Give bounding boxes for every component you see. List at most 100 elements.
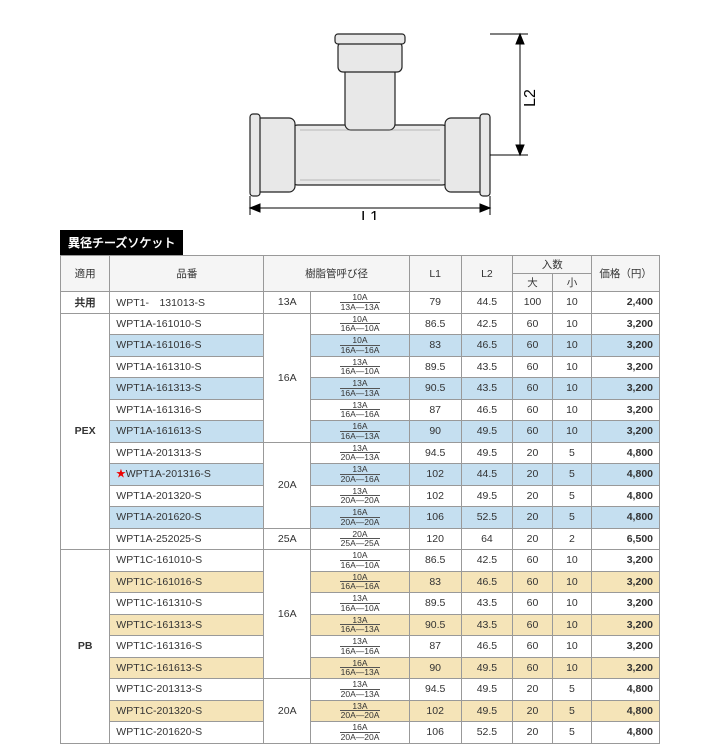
pipe-spec: 13A16A—13A <box>311 378 410 400</box>
cell-l2: 49.5 <box>461 657 513 679</box>
cell-l2: 49.5 <box>461 421 513 443</box>
pipe-spec: 13A16A—13A <box>311 614 410 636</box>
table-row: WPT1A-201620-S 16A20A—20A10652.52054,800 <box>61 507 660 529</box>
cell-l1: 90.5 <box>409 614 461 636</box>
pipe-spec: 20A25A—25A <box>311 528 410 550</box>
cell-q2: 10 <box>552 657 591 679</box>
l2-label: L2 <box>522 89 539 107</box>
cell-q1: 20 <box>513 528 552 550</box>
price-cell: 3,200 <box>592 421 660 443</box>
product-code: WPT1A-201620-S <box>110 507 264 529</box>
table-row: WPT1A-161310-S13A16A—10A89.543.560103,20… <box>61 356 660 378</box>
cell-q2: 10 <box>552 571 591 593</box>
size-label: 25A <box>264 528 311 550</box>
pipe-spec: 13A16A—16A <box>311 399 410 421</box>
cell-l1: 120 <box>409 528 461 550</box>
price-cell: 3,200 <box>592 399 660 421</box>
cell-q1: 60 <box>513 399 552 421</box>
cell-l2: 64 <box>461 528 513 550</box>
cell-q2: 10 <box>552 593 591 615</box>
cell-l1: 94.5 <box>409 679 461 701</box>
pipe-spec: 13A20A—20A <box>311 485 410 507</box>
product-code: WPT1A-201313-S <box>110 442 264 464</box>
cell-q1: 60 <box>513 614 552 636</box>
th-l2: L2 <box>461 256 513 292</box>
pipe-spec: 10A16A—16A <box>311 571 410 593</box>
cell-q2: 5 <box>552 679 591 701</box>
cell-q1: 20 <box>513 679 552 701</box>
cell-q2: 2 <box>552 528 591 550</box>
group-label: PEX <box>61 313 110 550</box>
cell-l1: 87 <box>409 636 461 658</box>
cell-q2: 10 <box>552 550 591 572</box>
product-code: WPT1- 131013-S <box>110 292 264 314</box>
pipe-spec: 13A16A—16A <box>311 636 410 658</box>
section-title: 異径チーズソケット <box>60 230 183 255</box>
cell-l2: 52.5 <box>461 507 513 529</box>
cell-l2: 43.5 <box>461 356 513 378</box>
product-code: WPT1C-201620-S <box>110 722 264 744</box>
cell-q1: 60 <box>513 378 552 400</box>
price-cell: 3,200 <box>592 571 660 593</box>
cell-q1: 60 <box>513 550 552 572</box>
cell-l1: 87 <box>409 399 461 421</box>
cell-q1: 60 <box>513 657 552 679</box>
size-label: 20A <box>264 679 311 744</box>
cell-l1: 83 <box>409 571 461 593</box>
size-label: 16A <box>264 313 311 442</box>
cell-l1: 94.5 <box>409 442 461 464</box>
table-row: WPT1A-201320-S13A20A—20A10249.52054,800 <box>61 485 660 507</box>
price-cell: 3,200 <box>592 614 660 636</box>
cell-q1: 20 <box>513 507 552 529</box>
cell-l1: 89.5 <box>409 593 461 615</box>
table-row: 共用WPT1- 131013-S13A10A13A—13A7944.510010… <box>61 292 660 314</box>
th-qty-small: 小 <box>552 274 591 292</box>
price-cell: 4,800 <box>592 464 660 486</box>
pipe-spec: 16A20A—20A <box>311 507 410 529</box>
cell-q2: 10 <box>552 356 591 378</box>
pipe-spec: 13A20A—16A <box>311 464 410 486</box>
price-cell: 4,800 <box>592 442 660 464</box>
table-row: WPT1C-161613-S16A16A—13A9049.560103,200 <box>61 657 660 679</box>
price-cell: 4,800 <box>592 679 660 701</box>
pipe-spec: 16A16A—13A <box>311 657 410 679</box>
cell-q2: 5 <box>552 722 591 744</box>
cell-l1: 90 <box>409 421 461 443</box>
table-row: WPT1C-161313-S13A16A—13A90.543.560103,20… <box>61 614 660 636</box>
price-cell: 4,800 <box>592 507 660 529</box>
cell-l2: 42.5 <box>461 313 513 335</box>
cell-q2: 10 <box>552 399 591 421</box>
cell-q2: 10 <box>552 335 591 357</box>
price-cell: 2,400 <box>592 292 660 314</box>
pipe-spec: 10A16A—10A <box>311 550 410 572</box>
cell-q1: 20 <box>513 722 552 744</box>
cell-q1: 60 <box>513 571 552 593</box>
table-row: WPT1C-201313-S20A13A20A—13A94.549.52054,… <box>61 679 660 701</box>
product-code: WPT1C-161010-S <box>110 550 264 572</box>
product-code: WPT1A-161010-S <box>110 313 264 335</box>
cell-l2: 46.5 <box>461 399 513 421</box>
cell-q2: 10 <box>552 378 591 400</box>
pipe-spec: 16A16A—13A <box>311 421 410 443</box>
th-app: 適用 <box>61 256 110 292</box>
cell-l2: 49.5 <box>461 679 513 701</box>
cell-q2: 5 <box>552 464 591 486</box>
cell-q1: 60 <box>513 593 552 615</box>
product-code: WPT1C-161310-S <box>110 593 264 615</box>
price-cell: 3,200 <box>592 335 660 357</box>
cell-q2: 10 <box>552 313 591 335</box>
cell-l1: 83 <box>409 335 461 357</box>
table-row: WPT1A-161316-S 13A16A—16A8746.560103,200 <box>61 399 660 421</box>
cell-l1: 106 <box>409 507 461 529</box>
cell-l1: 102 <box>409 700 461 722</box>
cell-l2: 49.5 <box>461 700 513 722</box>
cell-l2: 49.5 <box>461 442 513 464</box>
cell-l1: 102 <box>409 464 461 486</box>
product-code: WPT1A-161316-S <box>110 399 264 421</box>
table-body: 共用WPT1- 131013-S13A10A13A—13A7944.510010… <box>61 292 660 744</box>
table-row: WPT1A-201313-S20A13A20A—13A94.549.52054,… <box>61 442 660 464</box>
size-label: 16A <box>264 550 311 679</box>
cell-q1: 20 <box>513 485 552 507</box>
pipe-spec: 13A16A—10A <box>311 356 410 378</box>
cell-q2: 5 <box>552 507 591 529</box>
